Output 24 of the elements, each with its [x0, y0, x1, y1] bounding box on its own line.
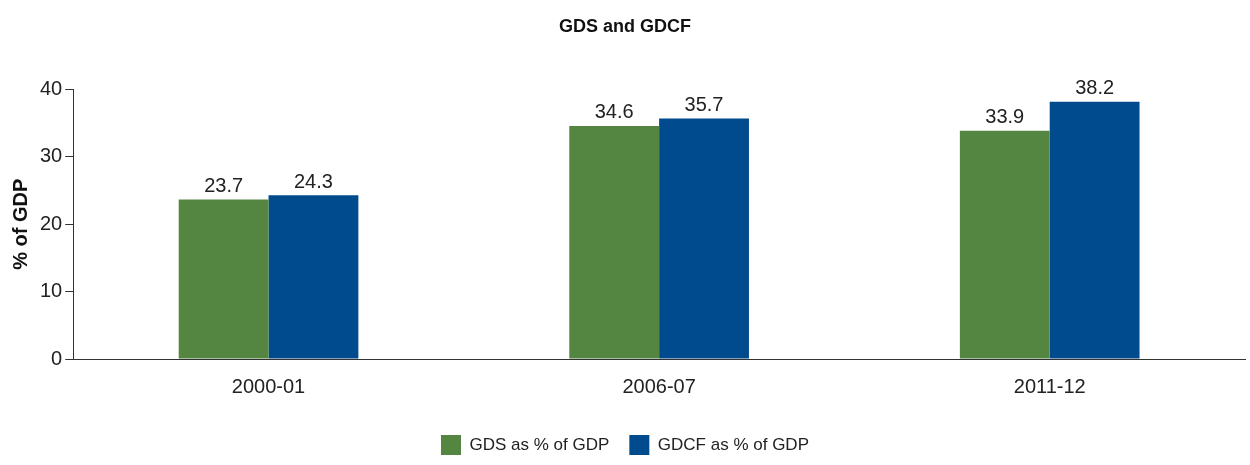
bar: [1049, 101, 1140, 359]
data-label: 33.9: [985, 105, 1025, 128]
legend-label: GDCF as % of GDP: [657, 434, 809, 454]
bar: [659, 118, 749, 359]
y-tick-label: 0: [51, 346, 63, 369]
y-tick-label: 10: [40, 279, 63, 302]
y-tick-label: 20: [40, 211, 63, 234]
chart-title: GDS and GDCF: [558, 15, 692, 36]
legend-label: GDS as % of GDP: [469, 434, 610, 454]
bar: [178, 199, 269, 359]
data-label: 38.2: [1075, 76, 1115, 99]
y-tick-label: 30: [40, 144, 63, 167]
bar: [268, 195, 359, 359]
data-label: 23.7: [204, 173, 244, 196]
data-label: 35.7: [684, 93, 724, 116]
x-tick-label: 2000-01: [231, 374, 306, 397]
bar: [959, 130, 1050, 359]
bar: [569, 125, 660, 359]
x-tick-label: 2006-07: [622, 374, 696, 397]
y-tick-label: 40: [40, 77, 63, 100]
data-label: 24.3: [293, 169, 333, 192]
x-tick-label: 2011-12: [1013, 374, 1086, 397]
data-label: 34.6: [594, 100, 634, 123]
y-axis-title: % of GDP: [8, 178, 31, 270]
